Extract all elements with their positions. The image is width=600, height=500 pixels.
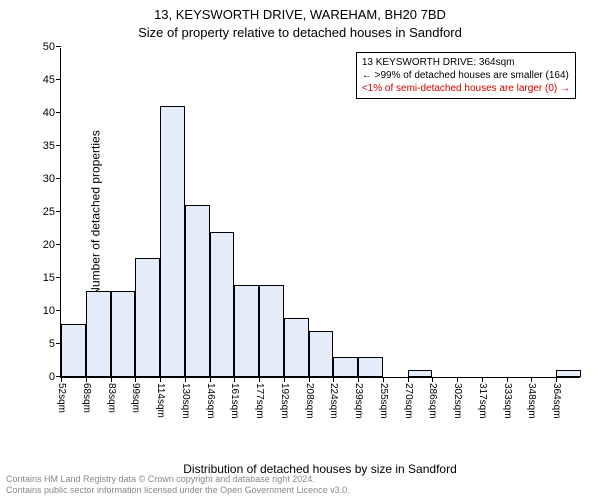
x-tick-mark [432, 377, 433, 382]
x-tick-label: 224sqm [328, 383, 339, 419]
histogram-bar [556, 370, 581, 377]
histogram-bar [234, 285, 259, 377]
x-tick-label: 99sqm [130, 383, 141, 413]
y-tick-label: 30 [43, 173, 61, 185]
x-tick-label: 348sqm [526, 383, 537, 419]
histogram-bar [111, 291, 136, 377]
credits: Contains HM Land Registry data © Crown c… [6, 474, 350, 497]
x-tick-label: 68sqm [81, 383, 92, 413]
x-tick-label: 286sqm [427, 383, 438, 419]
x-tick-mark [358, 377, 359, 382]
x-tick-label: 333sqm [502, 383, 513, 419]
x-tick-label: 192sqm [279, 383, 290, 419]
x-tick-label: 161sqm [229, 383, 240, 419]
histogram-bar [284, 318, 309, 377]
x-tick-mark [135, 377, 136, 382]
histogram-bar [358, 357, 383, 377]
x-tick-mark [86, 377, 87, 382]
annotation-box: 13 KEYSWORTH DRIVE: 364sqm ← >99% of det… [356, 52, 576, 99]
histogram-bar [160, 106, 185, 377]
y-tick-mark [56, 112, 61, 113]
x-tick-mark [507, 377, 508, 382]
y-tick-label: 45 [43, 74, 61, 86]
y-tick-mark [56, 178, 61, 179]
credits-line1: Contains HM Land Registry data © Crown c… [6, 474, 350, 485]
y-tick-label: 0 [49, 371, 61, 383]
annotation-line1: 13 KEYSWORTH DRIVE: 364sqm [362, 56, 570, 69]
histogram-bar [185, 205, 210, 377]
chart-title: 13, KEYSWORTH DRIVE, WAREHAM, BH20 7BD [0, 6, 600, 24]
histogram-bar [408, 370, 433, 377]
x-tick-mark [185, 377, 186, 382]
x-tick-label: 146sqm [205, 383, 216, 419]
y-tick-label: 20 [43, 239, 61, 251]
y-tick-mark [56, 310, 61, 311]
x-tick-label: 239sqm [353, 383, 364, 419]
histogram-bar [135, 258, 160, 377]
x-tick-label: 83sqm [106, 383, 117, 413]
histogram-bar [210, 232, 235, 377]
x-tick-label: 255sqm [378, 383, 389, 419]
x-tick-mark [259, 377, 260, 382]
x-tick-mark [210, 377, 211, 382]
x-tick-mark [309, 377, 310, 382]
x-tick-label: 130sqm [180, 383, 191, 419]
y-tick-mark [56, 145, 61, 146]
annotation-line2: ← >99% of detached houses are smaller (1… [362, 69, 570, 82]
chart-area: Number of detached properties 13 KEYSWOR… [60, 48, 580, 408]
x-tick-label: 364sqm [551, 383, 562, 419]
y-tick-mark [56, 244, 61, 245]
credits-line2: Contains public sector information licen… [6, 485, 350, 496]
y-tick-mark [56, 343, 61, 344]
histogram-bar [61, 324, 86, 377]
x-tick-mark [160, 377, 161, 382]
x-tick-mark [408, 377, 409, 382]
x-tick-mark [234, 377, 235, 382]
y-tick-label: 10 [43, 305, 61, 317]
x-tick-label: 177sqm [254, 383, 265, 419]
y-tick-mark [56, 211, 61, 212]
chart-title-block: 13, KEYSWORTH DRIVE, WAREHAM, BH20 7BD S… [0, 0, 600, 41]
x-tick-mark [284, 377, 285, 382]
y-tick-label: 25 [43, 206, 61, 218]
x-tick-label: 302sqm [452, 383, 463, 419]
y-tick-label: 35 [43, 140, 61, 152]
x-tick-mark [556, 377, 557, 382]
y-tick-label: 40 [43, 107, 61, 119]
histogram-bar [259, 285, 284, 377]
x-tick-mark [383, 377, 384, 382]
x-tick-mark [457, 377, 458, 382]
x-tick-label: 270sqm [403, 383, 414, 419]
annotation-line3: <1% of semi-detached houses are larger (… [362, 82, 570, 95]
y-tick-label: 50 [43, 41, 61, 53]
y-tick-label: 15 [43, 272, 61, 284]
x-tick-label: 52sqm [56, 383, 67, 413]
x-tick-mark [61, 377, 62, 382]
histogram-bar [309, 331, 334, 377]
x-tick-label: 114sqm [155, 383, 166, 418]
y-tick-mark [56, 79, 61, 80]
y-tick-mark [56, 277, 61, 278]
x-tick-mark [333, 377, 334, 382]
y-tick-mark [56, 46, 61, 47]
chart-subtitle: Size of property relative to detached ho… [0, 24, 600, 42]
histogram-bar [333, 357, 358, 377]
x-tick-label: 208sqm [304, 383, 315, 419]
x-tick-label: 317sqm [477, 383, 488, 419]
y-tick-label: 5 [49, 338, 61, 350]
plot-area: Number of detached properties 13 KEYSWOR… [60, 48, 580, 378]
x-tick-mark [482, 377, 483, 382]
x-tick-mark [531, 377, 532, 382]
histogram-bar [86, 291, 111, 377]
x-tick-mark [111, 377, 112, 382]
